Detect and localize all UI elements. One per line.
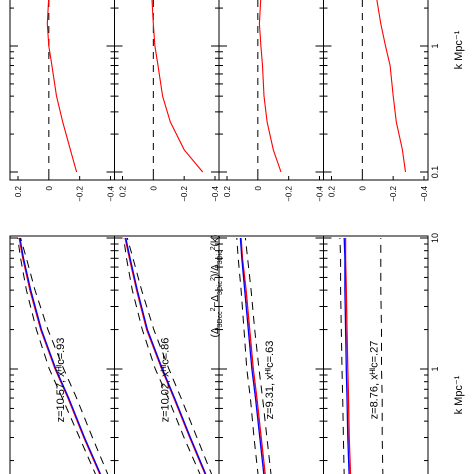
power-spectrum-line xyxy=(344,238,352,474)
x-axis-title: k Mpc⁻¹ xyxy=(453,375,465,414)
y-tick-label: 0.2 xyxy=(14,185,23,197)
y-tick-label: −0.2 xyxy=(285,185,294,201)
bottom-panel-frame xyxy=(323,235,429,474)
panel-annotation: z=8.76, xᴴᴵc=.27 xyxy=(369,341,381,420)
y-tick-label: 0 xyxy=(358,185,367,190)
bottom-power-spectrum-chart: z=10.57, xᴴᴵc=.93 z=10.02, xᴴᴵc=.86 z=9.31… xyxy=(9,233,465,474)
dashed-bound-line xyxy=(244,237,272,474)
power-spectrum-line xyxy=(240,237,266,474)
dashed-bound-line xyxy=(20,237,109,474)
residual-series-line xyxy=(376,0,407,173)
y-tick-label: −0.4 xyxy=(420,185,429,201)
y-tick-label: −0.4 xyxy=(316,185,325,201)
panel-annotation: z=9.31, xᴴᴵc=.63 xyxy=(264,341,276,420)
x-tick-label: 1 xyxy=(430,43,440,48)
power-spectrum-line xyxy=(125,237,207,474)
y-axis-title-part: (Δ xyxy=(210,327,221,337)
top-panel-frame xyxy=(323,0,429,181)
y-tick-label: 0.2 xyxy=(119,185,128,197)
x-tick-label: 1 xyxy=(430,366,440,371)
top-panel-frame xyxy=(114,0,220,181)
y-axis-title: (Δ3Dcc2−Δ3Dic2)/Δ3Dic2(k) xyxy=(210,235,224,338)
dashed-bound-line xyxy=(123,237,201,474)
y-axis-title-part: 2 xyxy=(210,307,217,311)
y-axis-title-part: 2 xyxy=(210,246,217,250)
panel-annotation: z=10.57, xᴴᴵc=.93 xyxy=(55,338,67,423)
dashed-bound-line xyxy=(236,237,259,474)
y-axis-title-part: −Δ xyxy=(210,295,221,308)
x-tick-label: 0.1 xyxy=(430,166,440,179)
dashed-bound-line xyxy=(380,238,384,474)
y-axis-title-part: )/Δ xyxy=(210,264,221,277)
top-panel-frame xyxy=(218,0,324,181)
residual-series-line xyxy=(151,0,204,173)
residual-series-line xyxy=(46,0,78,173)
top-residual-chart: −0.4−0.200.2 −0.4−0.200.2 −0.4−0.200.2 −0.4… xyxy=(9,0,465,338)
power-spectrum-line xyxy=(239,237,265,474)
y-axis-title-part: 3Dic xyxy=(217,250,224,265)
y-axis-title-part: 3Dic xyxy=(217,280,224,295)
panel-annotation: z=10.02, xᴴᴵc=.86 xyxy=(160,338,172,423)
y-tick-label: 0.2 xyxy=(328,185,337,197)
dashed-bound-line xyxy=(126,237,213,474)
top-panel-frame xyxy=(9,0,115,181)
dashed-bound-line xyxy=(17,237,96,474)
y-tick-label: −0.4 xyxy=(211,185,220,201)
y-tick-label: −0.4 xyxy=(107,185,116,201)
residual-series-line xyxy=(258,0,282,173)
x-tick-label: 10 xyxy=(430,233,440,243)
y-tick-label: −0.2 xyxy=(389,185,398,201)
y-axis-title-part: 2 xyxy=(210,277,217,281)
x-axis-title: k Mpc⁻¹ xyxy=(453,30,465,69)
y-tick-label: −0.2 xyxy=(180,185,189,201)
y-axis-title-part: 3Dcc xyxy=(217,311,224,327)
y-tick-label: −0.2 xyxy=(76,185,85,201)
power-spectrum-line xyxy=(19,237,102,474)
y-tick-label: 0 xyxy=(149,185,158,190)
power-spectrum-line xyxy=(343,237,350,474)
y-tick-label: 0 xyxy=(45,185,54,190)
y-tick-label: 0 xyxy=(254,185,263,190)
y-tick-label: 0.2 xyxy=(223,185,232,197)
y-axis-title-part: (k) xyxy=(210,235,221,247)
dashed-bound-line xyxy=(339,237,345,474)
